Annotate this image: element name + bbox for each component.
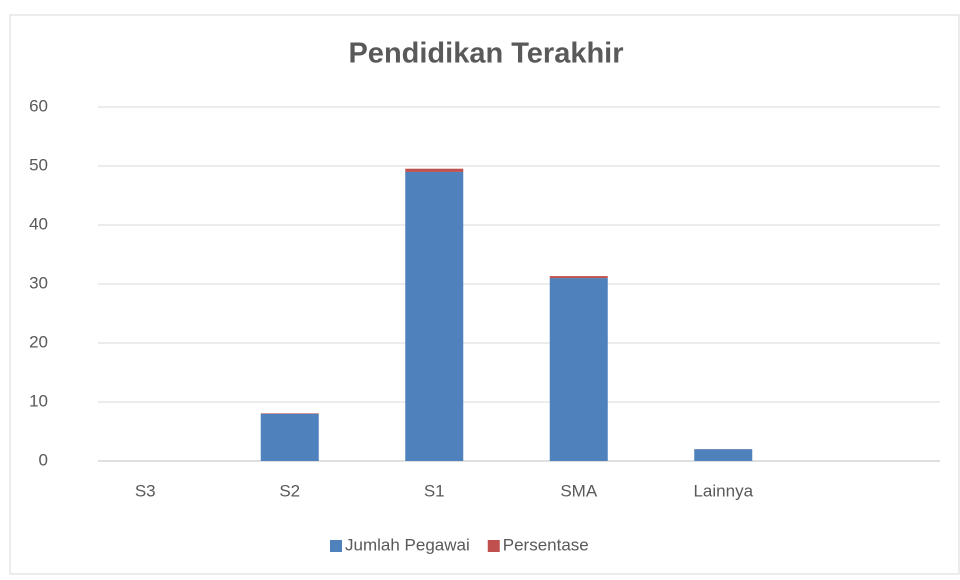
y-tick-label: 60 [29,96,48,115]
bar [261,414,319,461]
legend-swatch [330,540,342,552]
legend-swatch [488,540,500,552]
bar [405,172,463,461]
y-tick-label: 50 [29,155,48,174]
x-tick-label: S2 [279,481,300,500]
bar [550,278,608,461]
y-tick-label: 30 [29,273,48,292]
bar [694,449,752,461]
x-tick-label: S1 [424,481,445,500]
bar [550,276,608,278]
y-tick-label: 10 [29,391,48,410]
y-tick-label: 40 [29,214,48,233]
bar [405,169,463,172]
legend-label: Persentase [503,535,589,554]
x-tick-label: SMA [560,481,598,500]
y-tick-label: 0 [39,450,48,469]
bar [261,413,319,414]
legend-label: Jumlah Pegawai [345,535,470,554]
y-tick-label: 20 [29,332,48,351]
chart-title: Pendidikan Terakhir [348,38,623,70]
x-tick-label: S3 [135,481,156,500]
x-tick-label: Lainnya [693,481,753,500]
